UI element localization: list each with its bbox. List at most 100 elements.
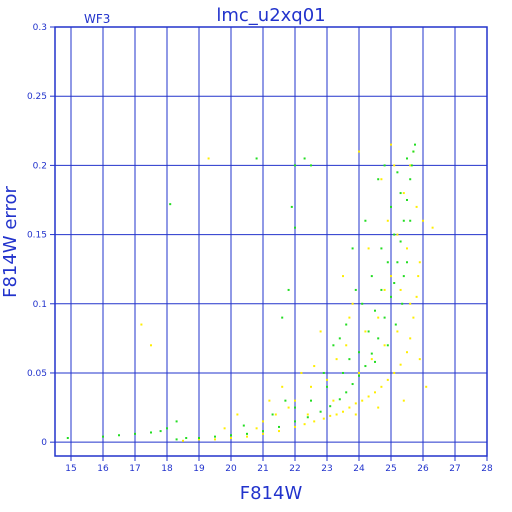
x-tick-label: 18 [161,464,173,474]
green-data-point [383,316,386,319]
yellow-data-point [415,205,418,208]
yellow-data-point [386,378,389,381]
green-data-point [246,432,248,435]
green-data-point [351,383,354,386]
yellow-data-point [412,316,415,319]
x-tick-label: 28 [481,464,493,474]
green-data-point [394,323,397,326]
yellow-data-point [377,406,380,409]
x-tick-label: 21 [257,464,268,474]
yellow-data-point [140,323,143,326]
green-data-point [410,164,413,167]
green-data-point [175,438,178,441]
green-data-point [401,302,404,305]
yellow-data-point [332,399,335,402]
yellow-data-point [399,363,402,366]
green-data-point [364,365,367,368]
yellow-data-point [262,420,264,423]
green-data-point [361,302,364,305]
yellow-data-point [335,358,338,361]
yellow-data-point [281,385,284,388]
yellow-data-point [150,344,152,347]
green-data-point [351,247,354,250]
yellow-data-point [383,344,386,347]
green-data-point [294,420,296,423]
chart-title: lmc_u2xq01 [216,5,325,26]
yellow-data-point [409,302,412,305]
yellow-data-point [402,192,405,195]
yellow-data-point [214,438,216,441]
yellow-data-point [306,413,309,416]
yellow-data-point [255,427,258,430]
green-data-point [306,416,309,419]
yellow-data-point [345,344,348,347]
green-data-point [402,275,405,278]
yellow-data-point [409,164,412,167]
yellow-data-point [348,406,351,409]
green-data-point [402,219,405,222]
yellow-data-point [409,337,412,340]
yellow-data-point [431,226,434,229]
green-data-point [322,371,325,374]
corner-label: WF3 [84,12,110,26]
green-data-point [294,164,296,167]
yellow-data-point [422,219,424,222]
green-data-point [66,437,69,440]
yellow-data-point [223,427,226,430]
yellow-data-point [319,330,322,333]
green-data-point [414,143,416,146]
green-data-point [284,399,287,402]
y-tick-label: 0 [41,438,47,448]
yellow-data-point [402,399,405,402]
yellow-data-point [380,178,383,181]
yellow-data-point [399,288,402,291]
yellow-data-point [207,157,210,160]
yellow-data-point [310,385,312,388]
green-data-point [262,430,264,433]
green-data-point [255,157,258,160]
yellow-data-point [418,358,421,361]
green-data-point [198,437,200,440]
green-data-point [393,233,396,236]
green-data-point [159,430,162,433]
x-tick-label: 17 [129,464,140,474]
x-tick-label: 24 [353,464,365,474]
x-tick-label: 15 [65,464,76,474]
green-data-point [326,385,328,388]
green-data-point [386,261,389,264]
green-data-point [358,374,360,377]
green-data-point [374,360,376,363]
yellow-data-point [198,438,200,441]
axis-ticks: 15 16 17 18 19 20 21 22 23 24 25 26 27 28 0 0.05 0.1 0.15… [27,23,493,474]
green-data-point [390,295,392,298]
plot-area [54,26,488,457]
green-data-point [329,405,332,408]
green-data-point [175,420,178,423]
yellow-data-point [367,247,370,250]
yellow-data-point [348,316,351,319]
green-data-point [242,424,245,427]
yellow-data-point [377,316,380,319]
green-data-point [364,219,367,222]
yellow-data-point [425,385,428,388]
yellow-data-point [406,351,408,354]
green-data-point [412,150,415,153]
green-data-point [338,337,341,340]
green-data-point [370,275,373,278]
green-data-point [406,198,408,201]
data-points [66,143,434,442]
yellow-data-point [322,417,325,420]
green-data-point [367,330,370,333]
x-tick-label: 23 [321,464,332,474]
green-data-point [406,261,408,264]
yellow-data-point [390,275,392,278]
yellow-data-point [396,233,399,236]
yellow-data-point [374,391,376,394]
yellow-data-point [383,288,386,291]
green-data-point [169,203,172,206]
green-data-point [409,178,412,181]
green-data-point [374,309,376,312]
green-data-point [310,399,312,402]
green-data-point [370,352,373,355]
